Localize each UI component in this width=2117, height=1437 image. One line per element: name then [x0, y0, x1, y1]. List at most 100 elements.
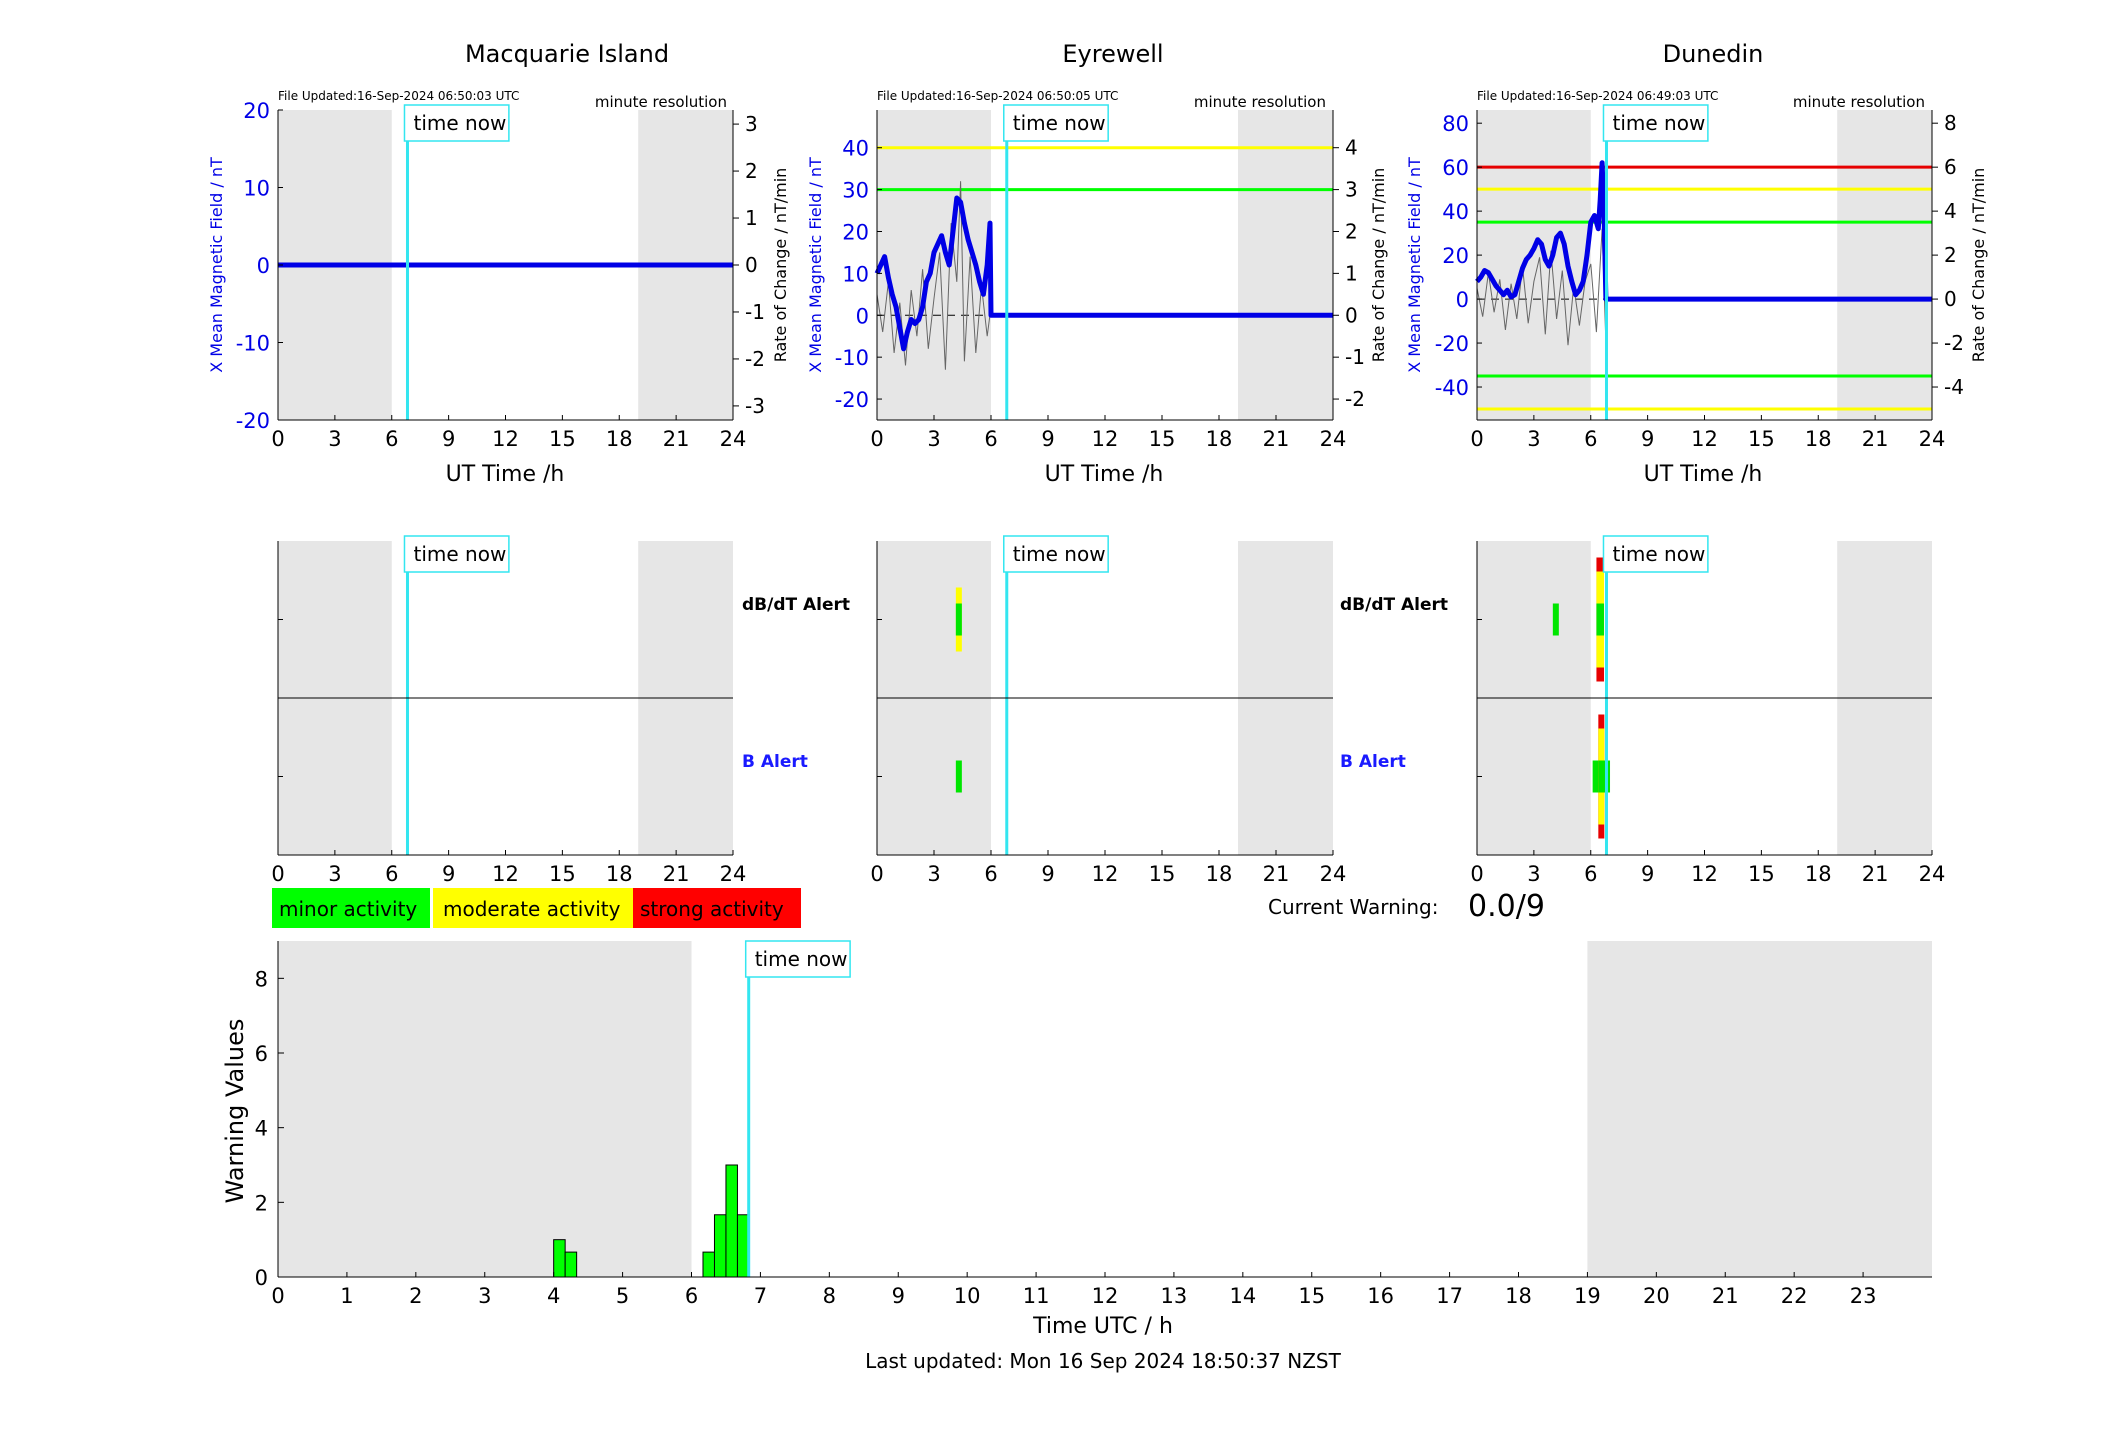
y-tick-label: 40: [1442, 200, 1469, 224]
y-tick-label: 10: [842, 262, 869, 286]
x-tick-label: 12: [1092, 862, 1119, 886]
b-alert-minor: [1598, 760, 1605, 793]
x-tick-label: 12: [1092, 1284, 1119, 1308]
y2-tick-label: -1: [1345, 345, 1365, 369]
x-tick-label: 24: [1919, 427, 1946, 451]
y-tick-label: 20: [842, 220, 869, 244]
x-mean-field-series: [1475, 160, 1932, 302]
x-tick-label: 12: [1092, 427, 1119, 451]
y2-tick-label: 1: [745, 206, 758, 230]
y2-tick-label: -1: [745, 300, 765, 324]
y-tick-label: -20: [236, 409, 270, 433]
time-now-label: time now: [1612, 111, 1705, 135]
y2-tick-label: 0: [745, 253, 758, 277]
x-tick-label: 9: [1641, 427, 1654, 451]
x-tick-label: 12: [492, 427, 519, 451]
x-tick-label: 4: [547, 1284, 560, 1308]
legend-minor-swatch: [272, 888, 430, 928]
x-tick-label: 2: [409, 1284, 422, 1308]
y2-tick-label: 0: [1345, 303, 1358, 327]
y2-tick-label: 4: [1944, 199, 1957, 223]
x-tick-label: 9: [1641, 862, 1654, 886]
x-tick-label: 12: [1691, 427, 1718, 451]
x-tick-label: 21: [1862, 862, 1889, 886]
x-tick-label: 6: [984, 862, 997, 886]
x-tick-label: 21: [663, 427, 690, 451]
y2-tick-label: 4: [1345, 136, 1358, 160]
time-now-label-box: [403, 104, 510, 142]
night-shade: [1837, 110, 1932, 420]
macquarie-alert-plot: time now 0 3 6 9 12 15 18 21 24: [271, 535, 747, 886]
x-tick-label: 6: [385, 427, 398, 451]
x-tick-label: 0: [870, 862, 883, 886]
x-tick-label: 6: [1584, 427, 1597, 451]
dunedin-y2label: Rate of Change / nT/min: [1969, 168, 1988, 363]
legend-moderate-label: moderate activity: [443, 897, 621, 921]
x-tick-label: 18: [1206, 862, 1233, 886]
current-warning-label: Current Warning:: [1268, 895, 1438, 919]
x-tick-label: 19: [1574, 1284, 1601, 1308]
dunedin-ylabel: X Mean Magnetic Field / nT: [1405, 157, 1424, 373]
y-tick-label: 60: [1442, 156, 1469, 180]
eyrewell-ylabel: X Mean Magnetic Field / nT: [806, 157, 825, 373]
x-tick-label: 16: [1367, 1284, 1394, 1308]
x-tick-label: 21: [663, 862, 690, 886]
night-shade: [278, 941, 692, 1277]
x-tick-label: 14: [1229, 1284, 1256, 1308]
x-mean-field-series: [874, 195, 1333, 352]
time-now-label-box: [1602, 535, 1709, 573]
eyrewell-file-updated: File Updated:16-Sep-2024 06:50:05 UTC: [877, 89, 1118, 103]
time-now-label-box: [744, 940, 851, 978]
x-tick-label: 6: [1584, 862, 1597, 886]
x-tick-label: 24: [720, 862, 747, 886]
x-tick-label: 22: [1781, 1284, 1808, 1308]
x-tick-label: 11: [1023, 1284, 1050, 1308]
y-tick-label: 6: [255, 1042, 268, 1066]
current-warning-value: 0.0/9: [1468, 889, 1545, 924]
x-tick-label: 0: [271, 427, 284, 451]
x-tick-label: 18: [1505, 1284, 1532, 1308]
y2-tick-label: 3: [1345, 178, 1358, 202]
dbdt-alert-minor: [1596, 603, 1605, 636]
time-now-label-box: [1003, 104, 1109, 142]
x-tick-label: 3: [328, 427, 341, 451]
x-tick-label: 9: [892, 1284, 905, 1308]
y-tick-label: -10: [236, 332, 270, 356]
time-now-label: time now: [755, 947, 848, 971]
y-tick-label: 4: [255, 1117, 268, 1141]
y2-tick-label: 0: [1944, 287, 1957, 311]
y-tick-label: 20: [1442, 244, 1469, 268]
night-shade: [1587, 941, 1932, 1277]
macquarie-ylabel: X Mean Magnetic Field / nT: [207, 157, 226, 373]
x-tick-label: 21: [1263, 862, 1290, 886]
legend-moderate-swatch: [433, 888, 633, 928]
activity-legend: minor activity moderate activity strong …: [272, 888, 801, 928]
y2-tick-label: 3: [745, 112, 758, 136]
dunedin-b-label: B Alert: [1340, 752, 1406, 772]
night-shade: [1238, 110, 1333, 420]
macquarie-b-label: B Alert: [742, 752, 808, 772]
x-tick-label: 24: [1320, 862, 1347, 886]
rate-of-change-series: [876, 181, 992, 370]
legend-minor-label: minor activity: [279, 897, 417, 921]
legend-strong-swatch: [633, 888, 801, 928]
y2-tick-label: -2: [1345, 387, 1365, 411]
x-tick-label: 9: [442, 427, 455, 451]
b-alert-minor: [955, 760, 962, 793]
y-tick-label: 0: [856, 304, 869, 328]
time-now-label: time now: [1013, 542, 1106, 566]
warning-xlabel: Time UTC / h: [1032, 1314, 1173, 1339]
x-tick-label: 0: [1470, 862, 1483, 886]
time-now-label-box: [1602, 104, 1709, 142]
dunedin-resolution: minute resolution: [1793, 93, 1925, 111]
x-tick-label: 3: [1527, 862, 1540, 886]
time-now-label-box: [1003, 535, 1109, 573]
x-tick-label: 3: [478, 1284, 491, 1308]
dunedin-xlabel: UT Time /h: [1644, 462, 1763, 487]
warning-ylabel: Warning Values: [221, 1019, 249, 1204]
y2-tick-label: 1: [1345, 261, 1358, 285]
x-tick-label: 5: [616, 1284, 629, 1308]
dunedin-title: Dunedin: [1663, 40, 1764, 68]
